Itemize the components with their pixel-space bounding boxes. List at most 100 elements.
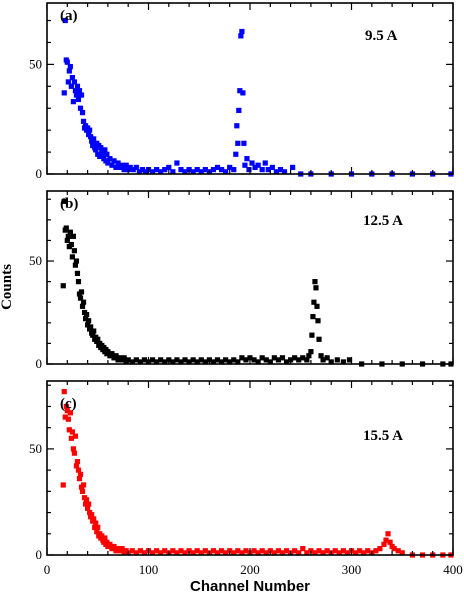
data-point [198, 169, 204, 175]
data-point [158, 357, 164, 363]
data-point [231, 167, 237, 173]
data-point [72, 262, 79, 268]
data-point [162, 548, 168, 554]
y-tick-label: 50 [29, 441, 42, 456]
data-point [121, 167, 127, 173]
data-point [318, 353, 324, 359]
data-point [170, 548, 176, 554]
data-point [121, 355, 127, 361]
panel-b-current-label: 12.5 A [363, 213, 403, 229]
data-point [107, 156, 113, 162]
data-point [263, 357, 269, 363]
data-point [91, 516, 97, 522]
data-point [308, 548, 314, 554]
data-point [113, 353, 119, 359]
data-point [218, 548, 225, 554]
data-point [91, 328, 97, 334]
data-point [74, 270, 81, 276]
data-point [67, 63, 73, 70]
data-point [68, 435, 74, 441]
data-point [129, 359, 135, 365]
data-point [210, 359, 217, 365]
panel-c-current-label: 15.5 A [363, 428, 403, 444]
data-point [113, 164, 119, 171]
data-point [239, 28, 245, 35]
data-point [60, 283, 66, 289]
data-point [89, 512, 95, 518]
data-point [218, 359, 225, 365]
data-point [79, 303, 86, 309]
data-point [133, 164, 139, 171]
data-point [102, 535, 108, 541]
data-point [63, 225, 69, 231]
data-point [252, 164, 258, 171]
y-axis-title: Counts [0, 264, 15, 310]
data-point [210, 548, 217, 554]
data-point [88, 134, 94, 140]
data-point [279, 355, 286, 361]
data-point [73, 463, 80, 469]
data-point [186, 167, 192, 173]
data-point [115, 160, 121, 166]
data-point [78, 92, 85, 98]
data-point [80, 299, 87, 305]
data-point [178, 548, 184, 554]
data-point [223, 169, 229, 175]
data-point [83, 497, 90, 503]
data-point [255, 550, 261, 556]
data-point [62, 414, 68, 420]
data-point [312, 550, 318, 556]
data-point [320, 357, 326, 363]
data-point [385, 531, 391, 537]
data-point [238, 33, 244, 39]
data-point [79, 110, 86, 116]
y-tick-label: 0 [36, 356, 43, 371]
data-point [304, 550, 310, 556]
data-point [174, 160, 180, 166]
data-point [65, 79, 71, 85]
data-point [296, 550, 302, 556]
data-point [73, 92, 80, 98]
data-point [240, 90, 246, 96]
data-point [277, 167, 284, 173]
data-point [243, 357, 249, 363]
panel-a-tag: (a) [60, 8, 78, 24]
data-point [206, 357, 212, 363]
data-point [66, 68, 72, 74]
data-point [61, 90, 67, 96]
data-point [65, 233, 71, 239]
data-point [142, 169, 149, 175]
data-point [320, 550, 326, 556]
data-point [332, 548, 338, 554]
data-point [123, 162, 129, 168]
data-point [82, 501, 89, 507]
data-point [182, 169, 188, 175]
data-point [361, 550, 367, 556]
data-point [149, 357, 156, 363]
data-point [104, 151, 110, 157]
data-point [97, 153, 103, 160]
data-point [162, 167, 168, 173]
data-point [76, 88, 83, 94]
data-point [91, 136, 97, 142]
data-point [381, 541, 387, 547]
data-point [214, 164, 221, 171]
data-point [352, 550, 359, 556]
data-point [251, 357, 257, 363]
panel-a-current-label: 9.5 A [365, 28, 398, 44]
data-point [198, 357, 204, 363]
data-point [194, 359, 200, 365]
data-point [223, 357, 229, 363]
data-point [182, 550, 188, 556]
data-point [70, 99, 76, 105]
y-tick-label: 0 [36, 166, 43, 181]
data-point [149, 169, 156, 175]
data-point [109, 162, 115, 168]
data-point [237, 88, 243, 94]
data-point [69, 74, 75, 81]
data-point [198, 550, 204, 556]
data-point [283, 548, 290, 554]
data-point [239, 355, 245, 361]
data-point [85, 505, 91, 511]
data-point [241, 140, 247, 146]
